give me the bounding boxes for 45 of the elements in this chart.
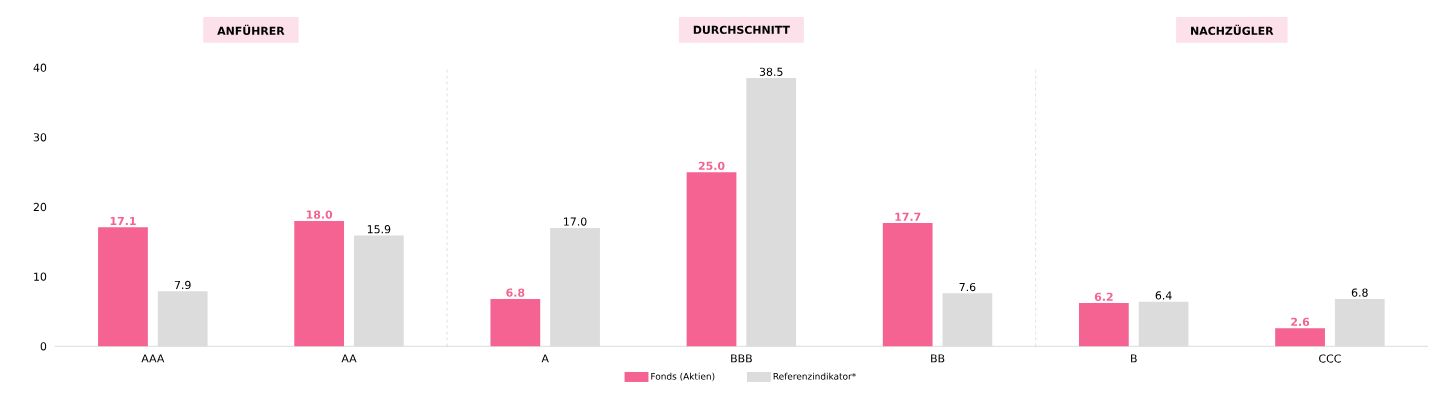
data-label: 7.9 [174,280,191,290]
legend-label: Fonds (Aktien) [651,372,715,381]
x-tick-label: AA [341,354,357,363]
data-label: 7.6 [959,282,976,292]
data-label: 18.0 [306,210,333,219]
x-tick-label: AAA [141,354,165,363]
bar [1079,303,1129,347]
data-label: 6.8 [1351,288,1368,297]
data-label: 17.7 [895,212,921,221]
text: ANFÜHRER [217,24,285,35]
text: NACHZÜGLER [1191,24,1274,35]
bar [746,78,797,347]
bar [1138,301,1189,347]
bar [942,293,993,347]
x-tick-label: BBB [731,354,752,363]
bar [294,220,345,347]
bar [550,227,600,347]
data-label: 6.4 [1155,291,1172,300]
x-tick-label: B [1131,354,1137,363]
x-tick-label: BB [931,354,945,363]
data-label: 38.5 [759,67,783,76]
bar [1334,298,1385,347]
bar [98,227,148,347]
y-tick-label: 40 [33,63,47,72]
data-label: 2.6 [1291,317,1310,326]
data-label: 6.8 [506,288,525,297]
bar [490,298,541,347]
text: DURCHSCHNITT [693,25,790,34]
y-tick-label: 0 [40,342,47,351]
y-tick-label: 10 [34,272,47,281]
data-label: 6.2 [1094,292,1113,301]
legend-label: Referenzindikator* [773,372,856,380]
data-label: 17.0 [564,217,587,226]
bar [686,172,737,347]
bar [882,222,933,347]
y-tick-label: 20 [33,202,47,212]
data-label: 17.1 [110,217,136,225]
x-tick-label: A [541,354,549,363]
data-label: 15.9 [367,225,391,234]
bar [353,235,404,347]
data-label: 25.0 [698,161,725,170]
x-tick-label: CCC [1319,354,1341,363]
y-tick-label: 30 [33,133,47,142]
bar [157,291,208,347]
bar [1275,328,1325,347]
